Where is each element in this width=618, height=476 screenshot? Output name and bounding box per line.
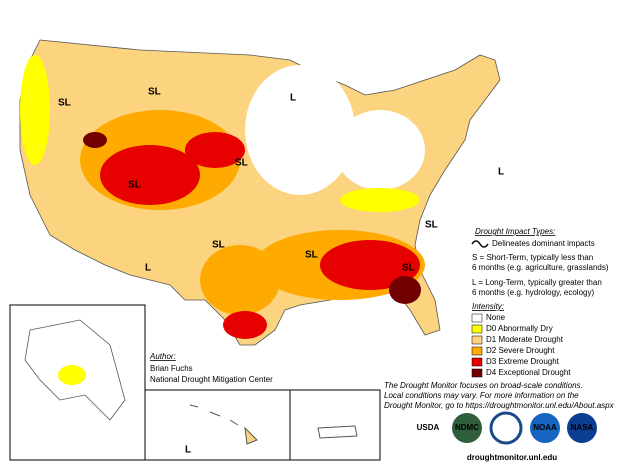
legend-label: D1 Moderate Drought	[486, 335, 564, 344]
d3-area	[223, 311, 267, 339]
legend-swatch	[471, 313, 483, 323]
map-label: SL	[305, 250, 318, 261]
map-label: L	[290, 93, 296, 104]
map-label: SL	[58, 98, 71, 109]
intensity-title: Intensity:	[472, 302, 504, 311]
logo-bg	[530, 413, 560, 443]
legend-label: D0 Abnormally Dry	[486, 324, 553, 333]
legend-swatch	[471, 324, 483, 334]
author-title: Author:	[149, 352, 176, 361]
short-term: 6 months (e.g. agriculture, grasslands)	[472, 263, 609, 272]
legend-label: D2 Severe Drought	[486, 346, 555, 355]
logo-bg	[452, 413, 482, 443]
hawaii	[189, 404, 258, 445]
logo-bg	[410, 418, 448, 440]
author-name: Brian Fuchs	[150, 364, 193, 373]
d2-area	[200, 245, 280, 315]
map-label: L	[185, 445, 191, 456]
none-area	[245, 65, 355, 195]
puerto-rico-inset	[289, 389, 381, 461]
d3-area	[320, 240, 420, 290]
impact-line-note: Delineates dominant impacts	[492, 239, 595, 248]
logo-bg	[567, 413, 597, 443]
logo-text: NDMC	[455, 423, 479, 432]
none-area	[335, 110, 425, 190]
commerce-seal	[489, 411, 523, 445]
d0-area	[20, 55, 50, 165]
legend-swatch	[471, 368, 483, 378]
legend-label: D4 Exceptional Drought	[486, 368, 571, 377]
d3-area	[100, 145, 200, 205]
legend-swatch	[471, 335, 483, 345]
author-org: National Drought Mitigation Center	[150, 375, 273, 384]
website: droughtmonitor.unl.edu	[467, 453, 557, 462]
conus	[19, 39, 501, 346]
long-term: L = Long-Term, typically greater than	[472, 278, 602, 287]
legend-label: D3 Extreme Drought	[486, 357, 560, 366]
impact-title: Drought Impact Types:	[475, 227, 555, 236]
legend-swatch	[471, 357, 483, 367]
map-label: SL	[128, 180, 141, 191]
puerto-rico	[317, 425, 358, 439]
logo-text: USDA	[417, 423, 440, 432]
d4-area	[83, 132, 107, 148]
legend-swatch	[471, 346, 483, 356]
d0-area	[340, 188, 420, 212]
map-label: SL	[402, 263, 415, 274]
short-term: S = Short-Term, typically less than	[472, 253, 593, 262]
map-label: L	[145, 263, 151, 274]
impact-line-sample	[471, 240, 489, 248]
disclaimer: The Drought Monitor focuses on broad-sca…	[384, 381, 583, 390]
disclaimer: Local conditions may vary. For more info…	[384, 391, 579, 400]
disclaimer: Drought Monitor, go to https://droughtmo…	[384, 401, 615, 410]
map-label: SL	[425, 220, 438, 231]
logo-text: NASA	[571, 423, 594, 432]
long-term: 6 months (e.g. hydrology, ecology)	[472, 288, 594, 297]
map-label: L	[498, 167, 504, 178]
hawaii-inset	[144, 389, 291, 461]
logo-text: NOAA	[533, 423, 557, 432]
d3-area	[185, 132, 245, 168]
map-label: SL	[235, 158, 248, 169]
d4-area	[389, 276, 421, 304]
legend-label: None	[486, 313, 506, 322]
map-label: SL	[148, 87, 161, 98]
map-label: SL	[212, 240, 225, 251]
d0-area	[58, 365, 86, 385]
